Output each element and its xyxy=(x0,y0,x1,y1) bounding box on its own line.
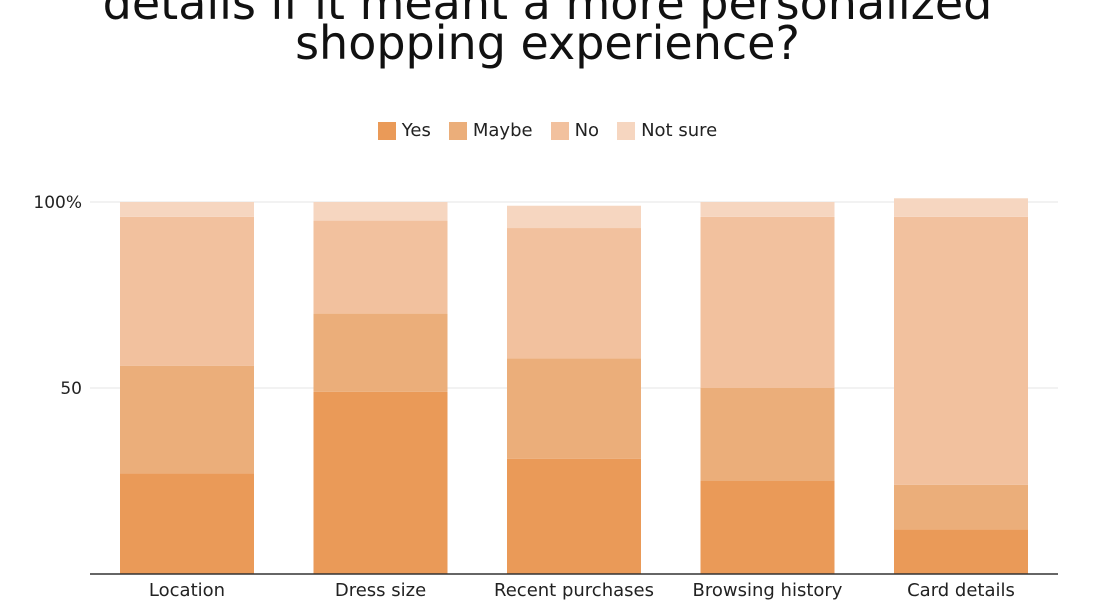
bar-segment-no xyxy=(120,216,254,366)
bar-segment-not-sure xyxy=(120,202,254,217)
chart-title-line-1: details if it meant a more personalized xyxy=(102,0,993,30)
legend-swatch-no xyxy=(550,121,569,140)
bar-segment-yes xyxy=(313,391,448,574)
bar-segment-no xyxy=(507,228,641,359)
legend-label-yes: Yes xyxy=(401,120,431,141)
bar-segment-maybe xyxy=(507,358,641,459)
x-category-label: Recent purchases xyxy=(494,580,654,600)
bar-segment-not-sure xyxy=(700,202,835,217)
bar-segment-yes xyxy=(507,458,641,574)
chart-title-line-2: shopping experience? xyxy=(295,16,800,70)
legend-item-not-sure: Not sure xyxy=(617,120,717,141)
x-category-label: Location xyxy=(149,580,225,600)
bar-segment-no xyxy=(700,216,835,388)
x-category-label: Browsing history xyxy=(693,580,843,600)
legend-label-not-sure: Not sure xyxy=(641,120,718,141)
bar-segment-yes xyxy=(700,481,835,574)
bar-segment-maybe xyxy=(313,313,448,392)
bar-segment-no xyxy=(894,216,1028,485)
legend-swatch-maybe xyxy=(448,121,467,140)
bar-segment-yes xyxy=(894,529,1028,574)
legend-label-no: No xyxy=(574,120,600,141)
bar-segment-not-sure xyxy=(894,198,1028,217)
legend: Yes Maybe No Not sure xyxy=(0,120,1095,141)
legend-label-maybe: Maybe xyxy=(472,120,533,141)
y-tick-label: 50 xyxy=(60,379,82,399)
bar-segment-maybe xyxy=(894,484,1028,530)
bar-segment-maybe xyxy=(700,388,835,481)
legend-swatch-not-sure xyxy=(617,121,636,140)
legend-swatch-yes xyxy=(377,121,396,140)
bar-segment-maybe xyxy=(120,365,254,474)
legend-item-yes: Yes xyxy=(377,120,431,141)
legend-item-no: No xyxy=(550,120,600,141)
y-tick-label: 100% xyxy=(33,193,82,213)
bar-segment-yes xyxy=(120,473,254,574)
x-category-label: Dress size xyxy=(335,580,426,600)
bar-segment-no xyxy=(313,220,448,314)
x-category-label: Card details xyxy=(907,580,1015,600)
bar-segment-not-sure xyxy=(313,202,448,221)
bar-segment-not-sure xyxy=(507,205,641,229)
legend-item-maybe: Maybe xyxy=(448,120,533,141)
